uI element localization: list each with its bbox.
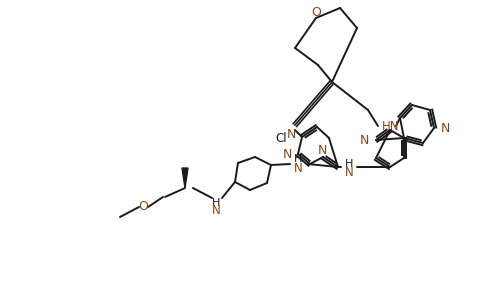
Text: HN: HN [382,120,400,133]
Text: H: H [294,154,302,164]
Text: N: N [359,133,369,146]
Text: N: N [212,204,220,217]
Text: N: N [317,144,327,158]
Text: O: O [138,201,148,214]
Text: N: N [294,162,302,175]
Text: Cl: Cl [275,131,287,144]
Text: N: N [441,121,450,134]
Text: N: N [283,147,292,160]
Text: N: N [345,165,354,178]
Text: H: H [345,159,353,169]
Polygon shape [182,168,188,188]
Text: N: N [286,128,296,142]
Text: O: O [311,7,321,20]
Text: H: H [212,198,220,208]
